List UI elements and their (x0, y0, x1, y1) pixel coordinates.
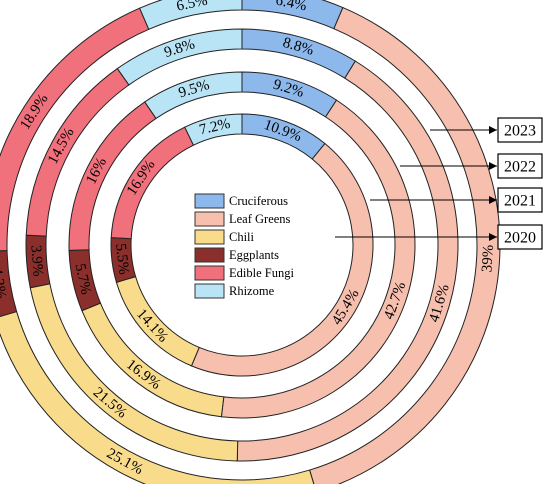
year-box-2022 (497, 153, 543, 179)
legend-swatch-leaf-greens (194, 211, 225, 227)
year-box-2023 (497, 117, 543, 143)
data-label-2020-rhizome: 7.2% (198, 116, 232, 139)
data-label-2023-leaf-greens: 39% (479, 244, 496, 272)
slice-2023-eggplants (0, 250, 18, 317)
legend-label-cruciferous: Cruciferous (229, 194, 288, 208)
year-box-2020 (497, 224, 543, 250)
legend-swatch-rhizome (194, 283, 225, 299)
data-label-2020-eggplants: 5.5% (112, 243, 132, 276)
legend-swatch-cruciferous (194, 193, 225, 209)
legend-label-eggplants: Eggplants (229, 248, 279, 262)
callout-arrowhead-2022 (489, 162, 497, 170)
year-label-2022: 2022 (504, 159, 536, 176)
data-label-2023-eggplants: 4.2% (0, 266, 9, 299)
legend: Cruciferous Leaf Greens Chili Eggplants Edib… (194, 193, 294, 299)
slice-2023-chili (0, 310, 315, 484)
year-label-2020: 2020 (504, 230, 536, 247)
callout-arrowhead-2023 (489, 126, 497, 134)
slice-2020-rhizome (184, 113, 243, 146)
legend-swatch-eggplants (194, 247, 225, 263)
data-label-2021-eggplants: 5.7% (72, 262, 94, 296)
data-label-2022-eggplants: 3.9% (27, 245, 45, 277)
legend-label-edible-fungi: Edible Fungi (229, 266, 294, 280)
legend-label-rhizome: Rhizome (229, 284, 275, 298)
callout-arrowhead-2020 (489, 233, 497, 241)
slice-2023-rhizome (138, 0, 243, 30)
slice-2023-leaf-greens (308, 6, 501, 484)
year-label-2021: 2021 (504, 193, 536, 210)
year-label-2023: 2023 (504, 123, 536, 140)
rings-group (0, 0, 501, 484)
legend-label-leaf-greens: Leaf Greens (229, 212, 291, 226)
legend-swatch-edible-fungi (194, 265, 225, 281)
callout-arrowhead-2021 (489, 196, 497, 204)
year-box-2021 (497, 187, 543, 213)
slice-2021-rhizome (144, 71, 243, 120)
legend-label-chili: Chili (229, 230, 255, 244)
slice-2022-rhizome (116, 28, 243, 86)
legend-swatch-chili (194, 229, 225, 245)
year-callouts: 2023 2022 2021 2020 (335, 117, 543, 250)
